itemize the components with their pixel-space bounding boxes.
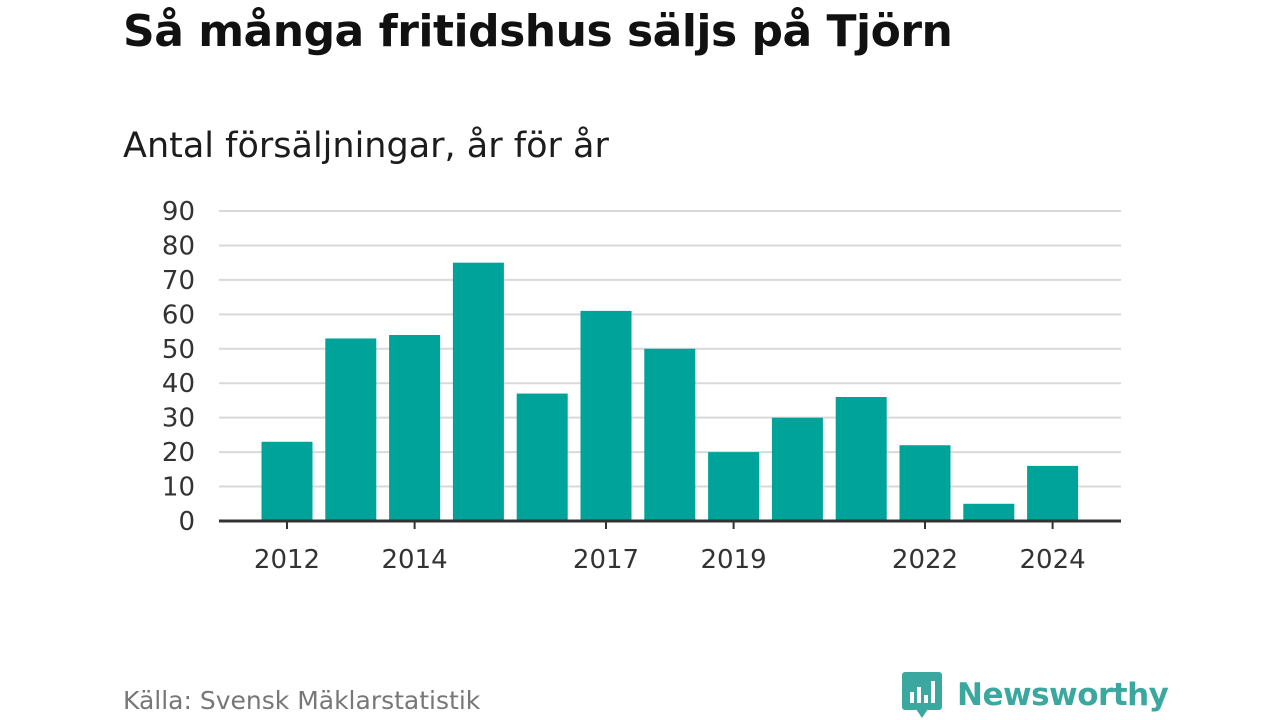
- brand-name: Newsworthy: [957, 677, 1169, 713]
- bar-2018: [644, 348, 696, 521]
- x-tick-label: 2014: [382, 545, 448, 575]
- source-note: Källa: Svensk Mäklarstatistik: [123, 686, 481, 715]
- y-tick-label: 60: [162, 300, 195, 330]
- bar-2020: [771, 417, 823, 521]
- bar-2024: [1027, 465, 1079, 521]
- x-tick-label: 2022: [892, 545, 958, 575]
- bar-2015: [452, 262, 504, 521]
- bar-2023: [963, 503, 1015, 521]
- y-tick-label: 90: [162, 197, 195, 227]
- bar-2016: [516, 393, 568, 521]
- y-tick-label: 10: [162, 473, 195, 503]
- y-tick-label: 40: [162, 369, 195, 399]
- x-tick-label: 2012: [254, 545, 320, 575]
- bars: [261, 262, 1079, 521]
- chart-title: Så många fritidshus säljs på Tjörn: [123, 6, 953, 57]
- bar-2012: [261, 441, 313, 521]
- bar-2014: [389, 335, 441, 521]
- y-tick-label: 30: [162, 404, 195, 434]
- y-tick-label: 20: [162, 438, 195, 468]
- brand-logo: Newsworthy: [902, 670, 1169, 720]
- y-axis-ticks: 0 10 20 30 40 50 60 70 80 90: [162, 197, 195, 537]
- newsworthy-logo-icon: [902, 672, 942, 718]
- y-tick-label: 0: [178, 507, 195, 537]
- x-axis-ticks: 2012 2014 2017 2019 2022 2024: [254, 521, 1086, 575]
- y-tick-label: 70: [162, 266, 195, 296]
- bar-2013: [325, 338, 377, 521]
- x-tick-label: 2019: [701, 545, 767, 575]
- bar-2022: [899, 445, 951, 521]
- bar-2017: [580, 310, 632, 521]
- chart-subtitle: Antal försäljningar, år för år: [123, 126, 609, 166]
- x-tick-label: 2017: [573, 545, 639, 575]
- x-tick-label: 2024: [1020, 545, 1086, 575]
- y-tick-label: 80: [162, 231, 195, 261]
- y-tick-label: 50: [162, 335, 195, 365]
- bar-2019: [708, 452, 760, 521]
- bar-2021: [835, 397, 887, 521]
